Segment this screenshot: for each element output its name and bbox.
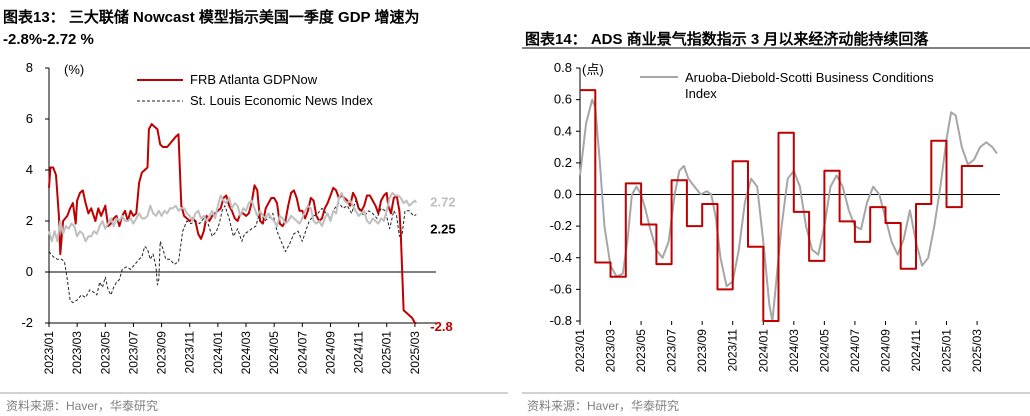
chart1-unit-label: (%) bbox=[64, 62, 84, 77]
value-label-2.72: 2.72 bbox=[430, 195, 455, 210]
x-tick-label: 2025/01 bbox=[940, 329, 954, 373]
x-tick-label: 2023/05 bbox=[634, 329, 648, 373]
y-tick-label: 0 bbox=[26, 264, 33, 279]
chart2-title: 图表14： ADS 商业景气指数指示 3 月以来经济动能持续回落 bbox=[525, 30, 929, 48]
x-tick-label: 2024/01 bbox=[756, 329, 770, 373]
x-tick-label: 2024/03 bbox=[239, 331, 253, 375]
x-tick-label: 2024/07 bbox=[295, 331, 309, 375]
chart2-source: 资料来源：Haver，华泰研究 bbox=[527, 398, 679, 413]
legend-label-ads-line2: Index bbox=[685, 86, 717, 101]
x-tick-label: 2024/09 bbox=[323, 331, 337, 375]
chart1-series-group bbox=[48, 123, 418, 324]
x-tick-label: 2025/03 bbox=[970, 329, 984, 373]
y-tick-label: 0.2 bbox=[554, 155, 572, 170]
y-tick-label: 0.8 bbox=[554, 60, 572, 75]
x-tick-label: 2023/05 bbox=[98, 331, 112, 375]
chart2-unit-label: (点) bbox=[582, 62, 604, 77]
chart1-legend: FRB Atlanta GDPNow St. Louis Economic Ne… bbox=[137, 72, 373, 108]
x-tick-label: 2023/01 bbox=[573, 329, 587, 373]
chart1-x-axis: 2023/01 2023/03 2023/05 2023/07 2023/09 2023/… bbox=[42, 271, 436, 375]
chart1-y-axis: 8 6 4 2 0 -2 bbox=[21, 60, 50, 330]
x-tick-label: 2023/03 bbox=[604, 329, 618, 373]
chart2-y-axis: 0.8 0.6 0.4 0.2 0.0 -0.2 -0.4 -0.6 -0.8 bbox=[550, 60, 581, 328]
chart2-legend: Aruoba-Diebold-Scotti Business Condition… bbox=[640, 70, 934, 101]
x-tick-label: 2023/11 bbox=[726, 329, 740, 372]
y-tick-label: 6 bbox=[26, 111, 33, 126]
chart1-value-labels: 2.72 2.25 -2.8 bbox=[430, 195, 455, 334]
y-tick-label: 0.4 bbox=[554, 123, 572, 138]
x-tick-label: 2023/09 bbox=[155, 331, 169, 375]
y-tick-label: 2 bbox=[26, 213, 33, 228]
chart1-title-line2: -2.8%-2.72 % bbox=[3, 31, 94, 48]
x-tick-label: 2023/09 bbox=[695, 329, 709, 373]
y-tick-label: -0.2 bbox=[550, 218, 572, 233]
y-tick-label: 8 bbox=[26, 60, 33, 75]
chart2-series-group bbox=[579, 89, 998, 322]
x-tick-label: 2023/03 bbox=[70, 331, 84, 375]
x-tick-label: 2024/11 bbox=[352, 331, 366, 374]
x-tick-label: 2025/03 bbox=[408, 331, 422, 375]
x-tick-label: 2023/01 bbox=[42, 331, 56, 375]
x-tick-label: 2023/07 bbox=[126, 331, 140, 375]
series-line-2-1 bbox=[579, 98, 998, 322]
x-tick-label: 2023/11 bbox=[183, 331, 197, 374]
series-line-1-3 bbox=[48, 191, 418, 243]
chart1-title-line1: 图表13： 三大联储 Nowcast 模型指示美国一季度 GDP 增速为 bbox=[3, 8, 419, 26]
y-tick-label: -0.6 bbox=[550, 281, 572, 296]
value-label-2.25: 2.25 bbox=[430, 222, 455, 237]
x-tick-label: 2024/05 bbox=[267, 331, 281, 375]
x-tick-label: 2024/05 bbox=[817, 329, 831, 373]
x-tick-label: 2024/11 bbox=[909, 329, 923, 372]
y-tick-label: -0.4 bbox=[550, 250, 572, 265]
chart-gdp-nowcast: 图表13： 三大联储 Nowcast 模型指示美国一季度 GDP 增速为 -2.… bbox=[0, 8, 508, 413]
x-tick-label: 2025/01 bbox=[380, 331, 394, 375]
series-line-1-2 bbox=[48, 200, 417, 304]
y-tick-label: 0.0 bbox=[554, 187, 572, 202]
x-tick-label: 2024/09 bbox=[878, 329, 892, 373]
x-tick-label: 2023/07 bbox=[665, 329, 679, 373]
legend-label-stlouis: St. Louis Economic News Index bbox=[190, 93, 373, 108]
series-line-2-2 bbox=[580, 89, 984, 322]
chart1-source: 资料来源：Haver，华泰研究 bbox=[6, 398, 158, 413]
x-tick-label: 2024/03 bbox=[787, 329, 801, 373]
y-tick-label: 4 bbox=[26, 162, 33, 177]
legend-label-gdpnow: FRB Atlanta GDPNow bbox=[190, 72, 318, 87]
series-line-1-1 bbox=[48, 123, 417, 324]
x-tick-label: 2024/07 bbox=[848, 329, 862, 373]
legend-label-ads-line1: Aruoba-Diebold-Scotti Business Condition… bbox=[685, 70, 934, 85]
y-tick-label: -2 bbox=[21, 315, 33, 330]
x-tick-label: 2024/01 bbox=[211, 331, 225, 375]
y-tick-label: -0.8 bbox=[550, 313, 572, 328]
chart2-x-axis: 2023/01 2023/03 2023/05 2023/07 2023/09 2023/… bbox=[573, 194, 1000, 373]
chart-ads-index: 图表14： ADS 商业景气指数指示 3 月以来经济动能持续回落 (点) 0.8… bbox=[522, 30, 1030, 413]
value-label--2.8: -2.8 bbox=[430, 319, 452, 334]
y-tick-label: 0.6 bbox=[554, 92, 572, 107]
